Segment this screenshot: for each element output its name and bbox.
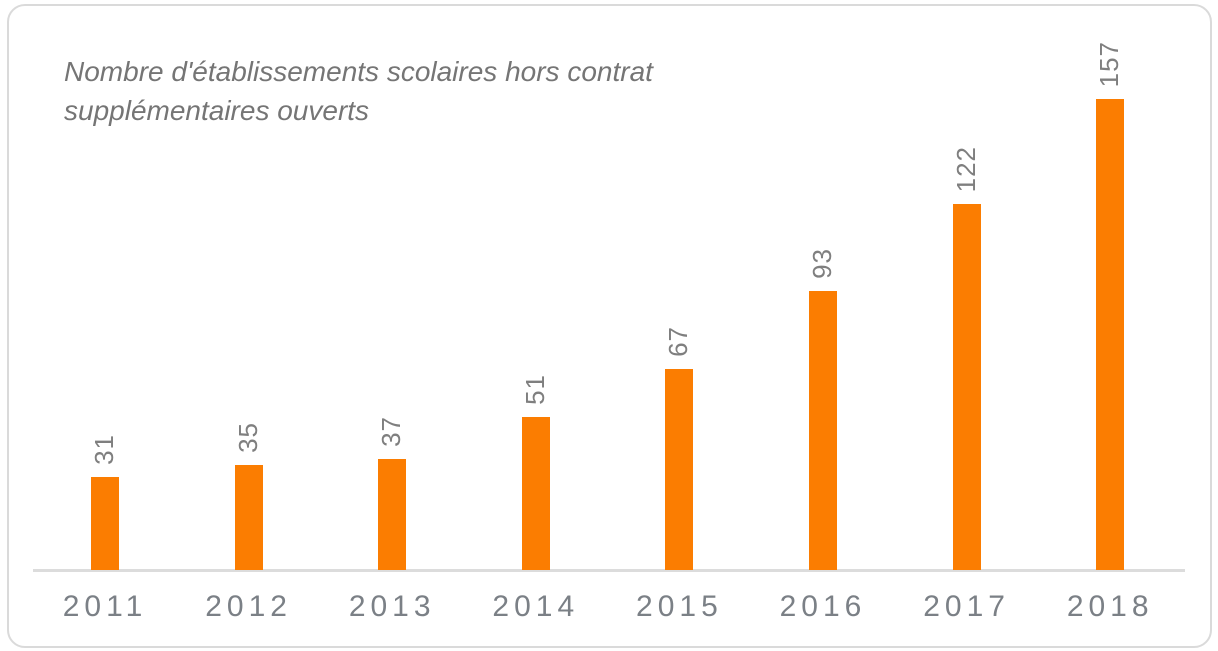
x-tick-label-2011: 2011 — [62, 590, 148, 623]
bar-2012 — [234, 465, 263, 570]
bar-2017 — [952, 204, 981, 570]
bar-value-label-2012: 35 — [232, 422, 263, 453]
bar-value-label-2011: 31 — [89, 434, 119, 465]
x-tick-label-2015: 2015 — [636, 590, 723, 623]
card — [7, 4, 1212, 648]
bar-value-label-2018: 157 — [1094, 40, 1125, 87]
x-tick-label-2017: 2017 — [923, 590, 1010, 623]
chart-title-line-1: Nombre d'établissements scolaires hors c… — [64, 56, 653, 87]
x-tick-label-2014: 2014 — [492, 590, 580, 623]
x-tick-label-2013: 2013 — [348, 590, 436, 623]
x-tick-label-2016: 2016 — [779, 590, 867, 623]
x-tick-label-2012: 2012 — [205, 590, 292, 623]
bar-2013 — [378, 459, 407, 570]
bar-2015 — [665, 369, 694, 570]
bar-2018 — [1096, 99, 1125, 570]
x-tick-label-2018: 2018 — [1066, 590, 1154, 623]
bar-value-label-2014: 51 — [519, 374, 550, 405]
x-axis-line — [33, 569, 1185, 572]
chart-title-line-2: supplémentaires ouverts — [64, 95, 370, 126]
bar-value-label-2016: 93 — [807, 248, 837, 279]
bar-value-label-2017: 122 — [950, 145, 981, 192]
bar-2016 — [809, 291, 837, 570]
bar-value-label-2015: 67 — [663, 326, 694, 357]
bar-value-label-2013: 37 — [376, 416, 407, 447]
chart-title: Nombre d'établissements scolaires hors c… — [64, 52, 724, 130]
bar-2011 — [91, 477, 119, 570]
bar-2014 — [521, 417, 550, 570]
